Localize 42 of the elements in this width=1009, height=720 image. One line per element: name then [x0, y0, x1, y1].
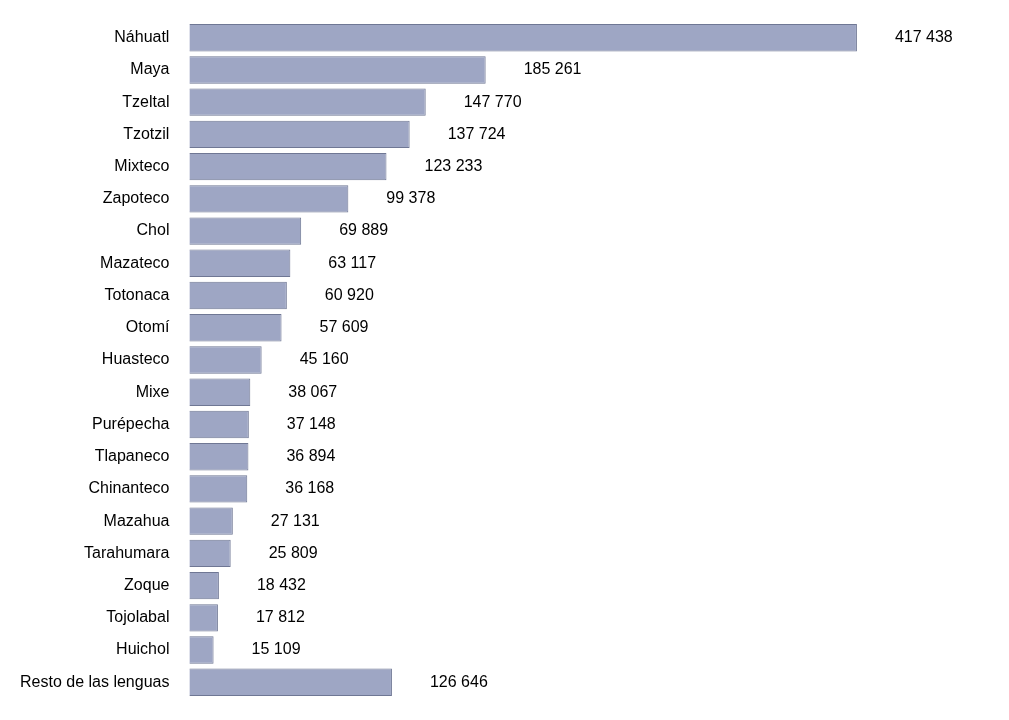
- y-tick-label: Mixe: [135, 382, 170, 400]
- y-tick-label: Mazahua: [103, 511, 170, 529]
- data-label: 137 724: [447, 124, 506, 142]
- y-tick-label: Huichol: [116, 640, 170, 658]
- data-label: 417 438: [894, 28, 953, 46]
- y-tick-label: Náhuatl: [114, 28, 170, 46]
- data-label: 25 809: [268, 543, 318, 561]
- data-label: 147 770: [463, 92, 522, 110]
- data-label: 18 432: [256, 576, 306, 594]
- y-tick-label: Huasteco: [101, 350, 170, 368]
- y-tick-label: Resto de las lenguas: [19, 672, 170, 690]
- y-tick-label: Mazateco: [100, 253, 170, 271]
- data-label: 99 378: [386, 189, 436, 207]
- data-label: 123 233: [424, 157, 483, 175]
- data-label: 36 894: [286, 447, 336, 465]
- y-tick-label: Maya: [130, 60, 170, 78]
- y-tick-label: Chinanteco: [88, 479, 170, 497]
- y-tick-label: Otomí: [125, 318, 170, 336]
- data-label: 38 067: [288, 382, 338, 400]
- data-label: 36 168: [285, 479, 335, 497]
- y-tick-label: Mixteco: [114, 157, 170, 175]
- y-tick-label: Tzotzil: [123, 124, 170, 142]
- data-label: 57 609: [319, 318, 369, 336]
- data-label: 60 920: [324, 285, 374, 303]
- data-label: 185 261: [523, 60, 582, 78]
- y-tick-label: Zoque: [124, 576, 170, 594]
- y-tick-label: Zapoteco: [102, 189, 170, 207]
- data-label: 27 131: [270, 511, 320, 529]
- y-tick-label: Tarahumara: [84, 543, 170, 561]
- y-tick-label: Tzeltal: [122, 92, 170, 110]
- data-label: 37 148: [286, 414, 336, 432]
- data-label: 15 109: [251, 640, 301, 658]
- y-tick-label: Totonaca: [104, 285, 170, 303]
- data-label: 63 117: [328, 253, 377, 271]
- y-tick-label: Tojolabal: [106, 608, 170, 626]
- data-label: 17 812: [255, 608, 305, 626]
- y-tick-label: Purépecha: [92, 414, 170, 432]
- data-label: 69 889: [339, 221, 389, 239]
- data-label: 45 160: [299, 350, 349, 368]
- y-tick-label: Tlapaneco: [94, 447, 170, 465]
- data-label: 126 646: [429, 672, 488, 690]
- y-tick-label: Chol: [136, 221, 170, 239]
